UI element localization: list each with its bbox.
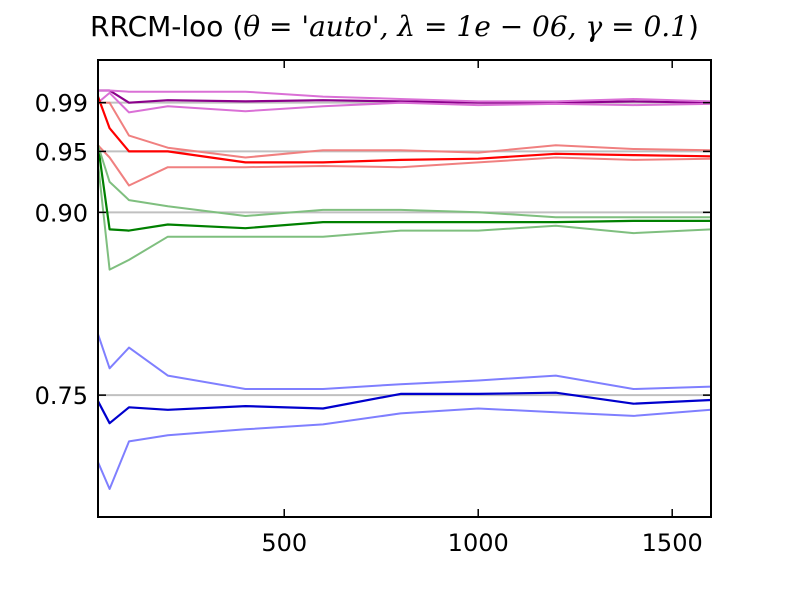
title-math: θ = 'auto', λ = 1e − 06, γ = 0.1 [243, 10, 689, 43]
series-line-11 [97, 333, 712, 390]
y-tick-label: 0.99 [35, 90, 88, 118]
plot-frame [97, 59, 712, 518]
series-line-9 [97, 163, 712, 271]
series-line-3 [97, 91, 712, 114]
title-prefix: RRCM-loo ( [90, 10, 244, 43]
series-line-4 [96, 96, 712, 164]
chart-title: RRCM-loo (θ = 'auto', λ = 1e − 06, γ = 0… [0, 10, 789, 50]
y-tick-label: 0.95 [35, 138, 88, 166]
series-line-6 [97, 144, 712, 187]
series-line-7 [96, 145, 711, 232]
x-tick-label: 1000 [448, 529, 509, 557]
x-tick-label: 500 [261, 529, 307, 557]
y-tick-label: 0.75 [35, 382, 88, 410]
axis-ticks: 500 1000 1500 0.75 0.90 0.95 0.99 [35, 60, 711, 557]
series-line-5 [98, 101, 712, 159]
series-line-2 [98, 89, 712, 103]
series-line-12 [97, 407, 712, 490]
series-line-8 [97, 144, 711, 219]
y-tick-label: 0.90 [35, 199, 88, 227]
series-line-10 [97, 391, 712, 425]
reference-lines [98, 101, 711, 397]
series-line-1 [98, 89, 712, 104]
title-suffix: ) [688, 10, 699, 43]
x-tick-label: 1500 [642, 529, 703, 557]
series-lines [96, 89, 712, 490]
